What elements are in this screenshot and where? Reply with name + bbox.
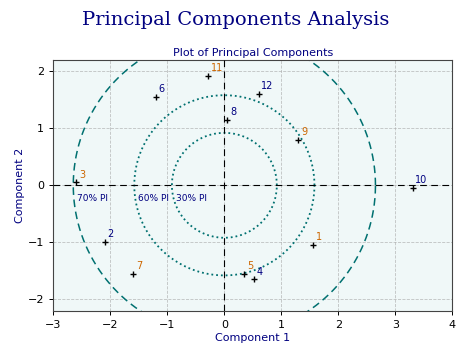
Title: Plot of Principal Components: Plot of Principal Components	[173, 48, 333, 58]
Text: 2: 2	[107, 229, 114, 239]
Text: 7: 7	[136, 261, 142, 271]
Text: 60% PI: 60% PI	[138, 194, 169, 203]
Text: Principal Components Analysis: Principal Components Analysis	[82, 11, 389, 29]
Text: 5: 5	[247, 261, 253, 271]
Text: 70% PI: 70% PI	[77, 194, 108, 203]
X-axis label: Component 1: Component 1	[215, 333, 291, 342]
Text: 12: 12	[261, 81, 274, 91]
Text: 8: 8	[230, 107, 236, 117]
Text: 1: 1	[316, 232, 322, 242]
Text: 3: 3	[79, 169, 85, 180]
Text: 4: 4	[257, 267, 263, 276]
Text: 9: 9	[301, 127, 308, 137]
Text: 30% PI: 30% PI	[176, 194, 207, 203]
Y-axis label: Component 2: Component 2	[15, 148, 25, 223]
Text: 6: 6	[159, 84, 165, 94]
Text: 11: 11	[211, 63, 224, 73]
Text: 10: 10	[415, 175, 428, 185]
